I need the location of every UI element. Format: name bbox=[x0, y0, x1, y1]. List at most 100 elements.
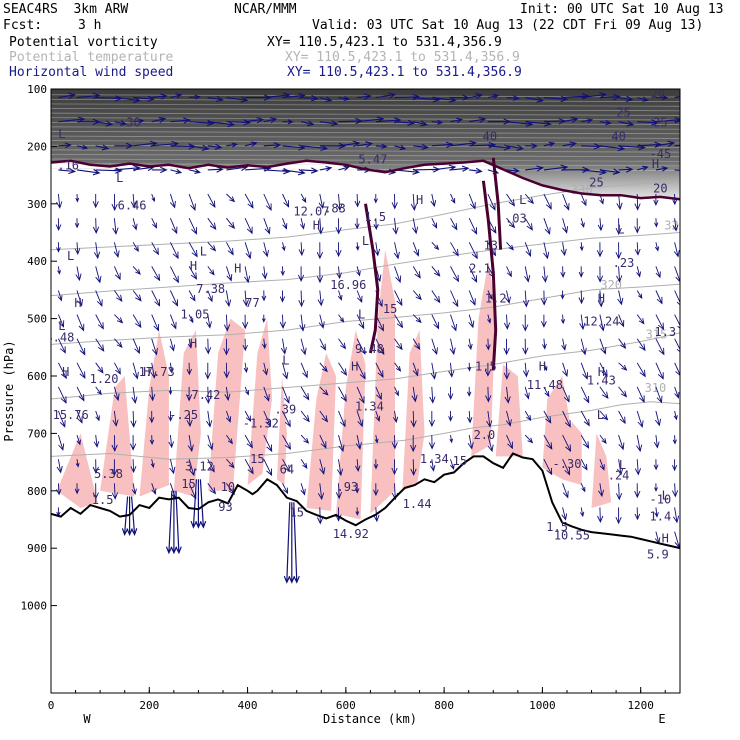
value-label: 1.2 bbox=[485, 292, 507, 306]
wind-vector bbox=[263, 386, 270, 402]
wind-vector bbox=[505, 290, 511, 304]
wind-vector bbox=[580, 434, 590, 449]
terrain-line bbox=[51, 452, 680, 550]
wind-vector bbox=[655, 266, 661, 279]
wind-vector bbox=[561, 507, 568, 521]
wind-vector bbox=[356, 290, 363, 304]
wind-vector bbox=[189, 119, 215, 127]
wind-vector bbox=[506, 434, 513, 450]
wind-vector bbox=[450, 314, 457, 332]
wind-vector bbox=[225, 266, 233, 282]
wind-vector bbox=[207, 217, 217, 230]
wind-vector bbox=[151, 193, 156, 203]
stratosphere-theta-line bbox=[51, 108, 680, 112]
value-label: -10 bbox=[650, 492, 672, 506]
wind-vector bbox=[448, 362, 455, 378]
pv-region bbox=[370, 249, 395, 514]
value-label: 7.38 bbox=[196, 282, 225, 296]
wind-vector bbox=[300, 120, 315, 127]
value-label: 1.05 bbox=[181, 308, 210, 322]
valid-time: Valid: 03 UTC Sat 10 Aug 13 (22 CDT Fri … bbox=[312, 18, 704, 33]
wind-vector bbox=[300, 386, 310, 401]
value-label: 5.38 bbox=[94, 467, 123, 481]
wind-vector bbox=[484, 362, 491, 377]
wind-vector bbox=[244, 386, 249, 396]
wind-vector bbox=[393, 242, 400, 260]
wind-vector bbox=[506, 217, 516, 229]
stratosphere-theta-line bbox=[51, 158, 680, 162]
wind-vector bbox=[76, 314, 85, 332]
wind-vector bbox=[55, 218, 62, 231]
wind-vector bbox=[336, 266, 342, 280]
value-label: 1.3 bbox=[654, 325, 676, 339]
wind-vector bbox=[505, 410, 512, 427]
wind-vector bbox=[95, 338, 105, 352]
wind-vector bbox=[263, 410, 272, 428]
wind-vector bbox=[57, 434, 65, 451]
wind-vector bbox=[410, 459, 417, 476]
wind-vector bbox=[636, 435, 643, 453]
wind-vector bbox=[282, 483, 289, 495]
wind-vector bbox=[113, 266, 121, 281]
value-label: 9.48 bbox=[355, 342, 384, 356]
y-tick-label: 1000 bbox=[21, 600, 48, 613]
wind-vector bbox=[487, 290, 493, 300]
stratosphere-theta-line bbox=[51, 103, 680, 107]
wind-vector bbox=[282, 92, 306, 100]
field-name-theta: Potential temperature bbox=[9, 50, 174, 65]
wind-vector bbox=[319, 434, 327, 449]
wind-vector bbox=[674, 314, 680, 329]
value-label: 1.5 bbox=[364, 210, 386, 224]
stratosphere-theta-line bbox=[51, 98, 680, 102]
x-tick-label: 800 bbox=[434, 699, 454, 712]
wind-vector bbox=[654, 218, 659, 228]
extremum-label: L bbox=[617, 223, 624, 237]
wind-vector bbox=[355, 507, 360, 516]
wind-vector bbox=[506, 167, 521, 174]
wind-vector bbox=[655, 94, 669, 101]
wind-vector bbox=[599, 93, 621, 101]
wind-vector bbox=[543, 242, 550, 260]
wind-vector bbox=[244, 218, 253, 235]
wind-vector bbox=[169, 218, 178, 235]
wind-vector bbox=[562, 386, 570, 403]
wind-vector bbox=[226, 142, 238, 148]
wind-vector bbox=[169, 266, 179, 284]
wind-vector bbox=[261, 290, 267, 302]
wind-vector bbox=[263, 167, 291, 175]
wind-vector bbox=[524, 217, 533, 231]
wind-vector bbox=[636, 290, 643, 300]
wind-vector bbox=[599, 144, 626, 152]
wind-vector bbox=[672, 483, 679, 498]
wind-vector bbox=[206, 410, 213, 428]
wind-vector bbox=[282, 193, 290, 208]
wind-vector bbox=[74, 483, 80, 495]
field-name-pv: Potential vorticity bbox=[9, 35, 158, 50]
pv-region bbox=[336, 330, 366, 520]
wind-vector bbox=[283, 502, 291, 584]
wind-vector bbox=[95, 144, 110, 151]
value-label: 20 bbox=[651, 87, 665, 101]
wind-vector bbox=[336, 193, 343, 212]
wind-vector bbox=[599, 314, 606, 332]
wind-vector bbox=[468, 314, 475, 329]
value-label: .83 bbox=[324, 201, 346, 215]
wind-vector bbox=[653, 194, 659, 206]
value-label: 11.48 bbox=[527, 378, 563, 392]
wind-vector bbox=[335, 242, 342, 258]
x-axis-label: Distance (km) bbox=[323, 712, 417, 726]
wind-vector bbox=[373, 483, 379, 497]
wind-vector bbox=[76, 168, 101, 176]
wind-vector bbox=[244, 266, 251, 284]
wind-vector bbox=[75, 266, 82, 282]
tropopause-contour bbox=[51, 157, 680, 371]
wind-vector bbox=[562, 218, 569, 234]
wind-vector bbox=[411, 386, 418, 403]
wind-vector bbox=[560, 266, 566, 278]
value-label: 40 bbox=[483, 130, 497, 144]
wind-vector bbox=[618, 410, 626, 425]
wind-vector bbox=[674, 338, 680, 353]
stratosphere-theta-line bbox=[51, 149, 680, 153]
y-tick-label: 700 bbox=[27, 427, 47, 440]
